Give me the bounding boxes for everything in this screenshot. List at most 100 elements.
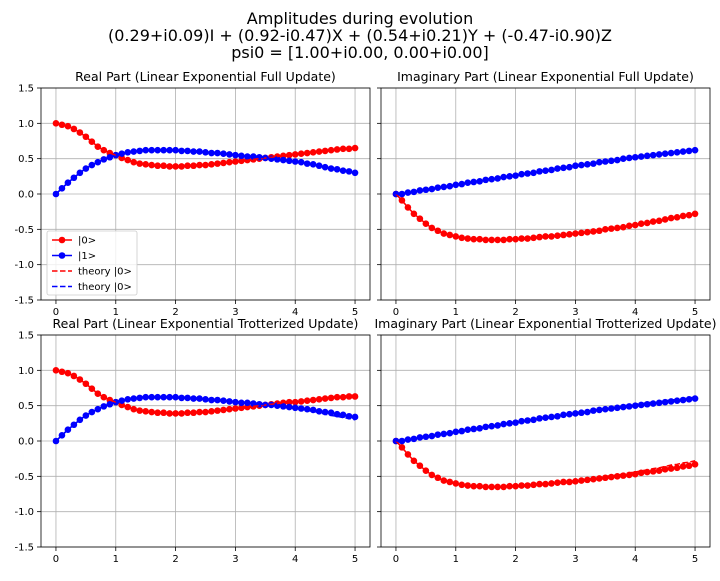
x-tick-label: 5 bbox=[692, 307, 698, 318]
x-tick-label: 5 bbox=[352, 307, 358, 318]
y-tick-label: 0.5 bbox=[18, 154, 34, 165]
data-point-state0 bbox=[488, 236, 495, 244]
data-point-state0 bbox=[130, 405, 138, 413]
data-point-state0 bbox=[160, 162, 167, 170]
data-point-state0 bbox=[685, 462, 693, 470]
x-tick-label: 2 bbox=[172, 307, 178, 318]
series-line-theory-state1 bbox=[55, 149, 356, 195]
data-point-state1 bbox=[118, 397, 126, 405]
series-group bbox=[52, 120, 359, 198]
subplot-title-real-full: Real Part (Linear Exponential Full Updat… bbox=[75, 69, 336, 84]
series-line-state1 bbox=[55, 396, 356, 442]
x-tick-label: 1 bbox=[113, 307, 119, 318]
data-point-state0 bbox=[351, 393, 359, 400]
data-point-state1 bbox=[309, 161, 317, 168]
data-point-state0 bbox=[637, 220, 645, 227]
x-tick-label: 0 bbox=[393, 554, 399, 565]
x-tick-label: 5 bbox=[352, 554, 358, 565]
series-group bbox=[392, 146, 699, 244]
data-point-state0 bbox=[136, 407, 143, 414]
axes-frame bbox=[380, 87, 711, 301]
figure-title-initial-state: psi0 = [1.00+i0.00, 0.00+i0.00] bbox=[231, 43, 489, 62]
data-point-state0 bbox=[560, 478, 567, 486]
data-point-state1 bbox=[166, 146, 173, 154]
data-point-state0 bbox=[673, 464, 681, 472]
data-point-state0 bbox=[512, 235, 519, 243]
data-point-state0 bbox=[631, 470, 639, 478]
data-point-state1 bbox=[315, 408, 323, 415]
data-point-state1 bbox=[446, 182, 454, 190]
data-point-state1 bbox=[625, 403, 633, 410]
data-point-state0 bbox=[58, 121, 66, 129]
subplot-title-imag-full: Imaginary Part (Linear Exponential Full … bbox=[397, 69, 694, 84]
data-point-state0 bbox=[691, 461, 699, 468]
data-point-state1 bbox=[238, 399, 245, 407]
x-tick-label: 1 bbox=[113, 554, 119, 565]
data-point-state0 bbox=[100, 146, 108, 154]
data-point-state1 bbox=[518, 417, 525, 425]
data-point-state0 bbox=[303, 149, 311, 157]
data-point-state0 bbox=[560, 231, 567, 239]
data-point-state1 bbox=[422, 433, 430, 441]
data-point-state1 bbox=[339, 167, 347, 174]
x-tick-label: 2 bbox=[172, 554, 178, 565]
x-tick-label: 4 bbox=[292, 554, 298, 565]
legend: |0> |1> theory |0> theory |0> bbox=[46, 230, 138, 296]
data-point-state1 bbox=[422, 186, 430, 194]
legend-entry-label: |0> bbox=[78, 236, 96, 247]
data-point-state1 bbox=[166, 393, 173, 401]
data-point-state1 bbox=[142, 393, 149, 401]
data-point-state1 bbox=[88, 408, 96, 416]
data-point-state1 bbox=[518, 170, 525, 178]
x-tick-label: 1 bbox=[453, 554, 459, 565]
data-point-state1 bbox=[542, 414, 549, 421]
data-point-state0 bbox=[584, 228, 591, 236]
series-line-theory-state1 bbox=[55, 396, 356, 442]
x-tick-label: 0 bbox=[393, 307, 399, 318]
data-point-state1 bbox=[691, 395, 699, 402]
data-point-state0 bbox=[488, 483, 495, 491]
data-point-state1 bbox=[619, 155, 627, 162]
subplot-real-full: 0 1 2 3 4 5 -1.5 -1.0 -0.5 0.0 0.5 1.0 1.5 |0> |1> theo… bbox=[14, 84, 371, 318]
data-point-state1 bbox=[643, 152, 651, 160]
data-point-state0 bbox=[631, 221, 639, 229]
y-tick-label: 1.5 bbox=[18, 84, 34, 95]
data-point-state0 bbox=[464, 235, 472, 242]
y-tick-label: -1.5 bbox=[14, 543, 34, 554]
data-point-state0 bbox=[661, 465, 669, 473]
y-tick-label: 0.5 bbox=[18, 401, 34, 412]
data-point-state1 bbox=[566, 410, 573, 418]
axes-frame bbox=[380, 334, 711, 548]
data-point-state1 bbox=[398, 437, 406, 445]
x-tick-label: 0 bbox=[53, 554, 59, 565]
legend-entry-label: |1> bbox=[78, 251, 96, 262]
subplot-imag-full: 0 1 2 3 4 5 bbox=[377, 87, 711, 318]
x-tick-label: 3 bbox=[232, 307, 238, 318]
data-point-state0 bbox=[679, 463, 687, 470]
data-point-state1 bbox=[667, 149, 675, 157]
data-point-state1 bbox=[118, 150, 126, 158]
data-point-state0 bbox=[685, 211, 693, 219]
data-point-state0 bbox=[100, 393, 108, 401]
data-point-state1 bbox=[596, 406, 603, 414]
data-point-state0 bbox=[184, 409, 191, 417]
data-point-state1 bbox=[142, 146, 149, 154]
data-point-state1 bbox=[572, 162, 579, 170]
y-tick-label: 1.0 bbox=[18, 119, 34, 130]
subplot-title-imag-trotter: Imaginary Part (Linear Exponential Trott… bbox=[375, 316, 717, 331]
data-point-state1 bbox=[190, 148, 197, 155]
data-point-state0 bbox=[512, 482, 519, 490]
data-point-state0 bbox=[536, 480, 543, 488]
data-point-state1 bbox=[494, 422, 501, 429]
data-point-state1 bbox=[446, 429, 454, 437]
y-tick-label: 0.0 bbox=[18, 190, 34, 201]
y-tick-label: -1.0 bbox=[14, 260, 34, 271]
data-point-state0 bbox=[58, 368, 66, 376]
data-point-state0 bbox=[613, 224, 621, 232]
data-point-state1 bbox=[548, 413, 555, 421]
series-line-theory-state1 bbox=[395, 149, 696, 195]
y-tick-label: -1.5 bbox=[14, 296, 34, 307]
series-line-theory-state0 bbox=[395, 193, 696, 241]
data-point-state1 bbox=[548, 166, 555, 174]
